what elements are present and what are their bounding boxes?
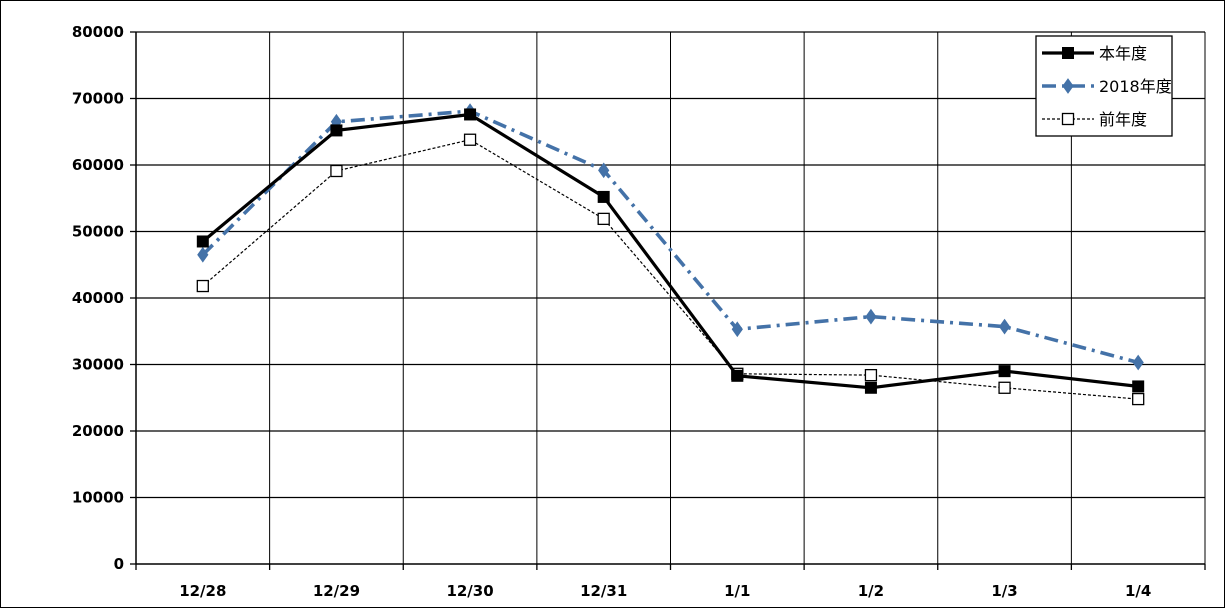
data-point-2-0 (196, 279, 209, 293)
data-point-0-7 (1132, 380, 1145, 393)
legend-marker-0 (1062, 47, 1074, 59)
series-line-2 (202, 139, 1139, 400)
y-tick-label-8: 80000 (72, 23, 124, 41)
y-tick-label-1: 10000 (72, 489, 124, 507)
data-point-2-2 (463, 133, 477, 146)
data-point-0-5 (864, 381, 877, 394)
y-tick-label-6: 60000 (72, 156, 124, 174)
x-tick-label-6: 1/3 (991, 582, 1017, 600)
y-tick-label-0: 0 (114, 555, 124, 573)
data-point-2-3 (597, 212, 610, 226)
legend-label-1: 2018年度 (1099, 77, 1172, 96)
data-point-0-1 (330, 124, 343, 137)
data-point-1-7 (1132, 354, 1144, 371)
grid-lines (136, 31, 1206, 564)
data-point-0-6 (998, 365, 1011, 378)
series-lines (196, 103, 1145, 406)
x-tick-label-0: 12/28 (179, 582, 226, 600)
data-point-1-4 (731, 321, 743, 338)
series-0 (196, 108, 1145, 394)
data-point-0-4 (731, 369, 744, 382)
x-tick-label-1: 12/29 (313, 582, 360, 600)
data-point-2-1 (330, 164, 343, 178)
x-tick-label-4: 1/1 (724, 582, 750, 600)
legend-marker-2 (1061, 112, 1075, 126)
y-tick-label-7: 70000 (72, 90, 124, 108)
data-point-0-3 (597, 190, 610, 203)
x-tick-label-2: 12/30 (446, 582, 493, 600)
legend-marker-1 (1062, 78, 1074, 94)
series-line-1 (201, 109, 1139, 365)
x-tick-label-5: 1/2 (858, 582, 884, 600)
data-point-2-5 (864, 368, 878, 382)
y-axis-tick-labels: 0 10000 20000 30000 40000 50000 60000 70000 8000… (72, 23, 124, 573)
data-point-0-0 (196, 235, 209, 248)
y-tick-label-3: 30000 (72, 356, 124, 374)
data-point-2-6 (998, 381, 1011, 394)
y-tick-label-5: 50000 (72, 223, 124, 241)
data-point-0-2 (464, 108, 477, 121)
data-point-1-6 (998, 318, 1011, 335)
series-line-0 (201, 112, 1139, 390)
x-axis-tick-labels: 12/28 12/29 12/30 12/31 1/1 1/2 1/3 1/4 (179, 582, 1151, 600)
y-tick-label-2: 20000 (72, 422, 124, 440)
data-point-1-5 (865, 308, 877, 325)
axes (130, 31, 1206, 570)
data-point-1-0 (197, 246, 209, 263)
legend-label-2: 前年度 (1099, 110, 1147, 129)
data-point-2-7 (1132, 392, 1145, 406)
y-tick-label-4: 40000 (72, 289, 124, 307)
x-tick-label-3: 12/31 (580, 582, 627, 600)
data-point-1-3 (598, 162, 610, 179)
x-tick-label-7: 1/4 (1125, 582, 1151, 600)
legend-label-0: 本年度 (1099, 44, 1147, 63)
